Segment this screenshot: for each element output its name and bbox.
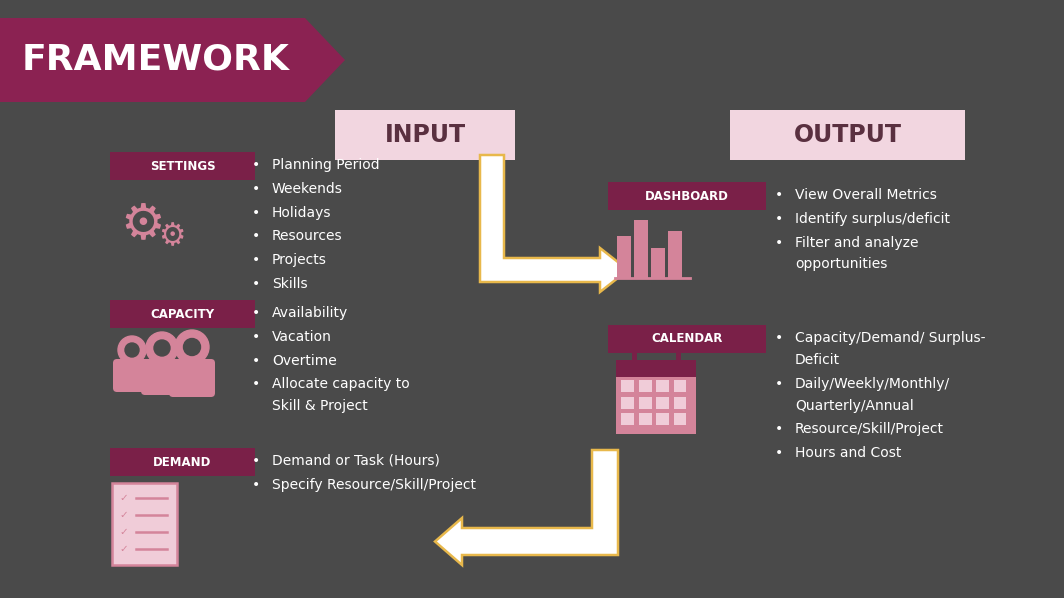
FancyBboxPatch shape xyxy=(668,231,682,278)
Text: •: • xyxy=(252,478,261,492)
Text: Resource/Skill/Project: Resource/Skill/Project xyxy=(795,422,944,437)
Text: FRAMEWORK: FRAMEWORK xyxy=(22,43,289,77)
FancyBboxPatch shape xyxy=(638,396,651,408)
Text: Skill & Project: Skill & Project xyxy=(272,399,368,413)
FancyBboxPatch shape xyxy=(656,413,669,425)
Polygon shape xyxy=(0,18,345,102)
Text: CAPACITY: CAPACITY xyxy=(150,307,215,321)
FancyBboxPatch shape xyxy=(110,300,255,328)
Text: •: • xyxy=(252,330,261,344)
Text: •: • xyxy=(775,446,783,460)
FancyBboxPatch shape xyxy=(656,380,669,392)
Circle shape xyxy=(154,340,170,356)
Text: •: • xyxy=(252,277,261,291)
Text: ✓: ✓ xyxy=(119,527,128,537)
Text: Specify Resource/Skill/Project: Specify Resource/Skill/Project xyxy=(272,478,476,492)
FancyBboxPatch shape xyxy=(110,152,255,180)
FancyBboxPatch shape xyxy=(674,380,686,392)
Text: •: • xyxy=(252,182,261,196)
Text: Resources: Resources xyxy=(272,230,343,243)
Text: Projects: Projects xyxy=(272,253,327,267)
Text: ⚙: ⚙ xyxy=(120,200,165,248)
Text: •: • xyxy=(775,236,783,249)
Text: Holidays: Holidays xyxy=(272,206,332,219)
Circle shape xyxy=(124,343,139,357)
Text: Weekends: Weekends xyxy=(272,182,343,196)
Text: •: • xyxy=(252,377,261,392)
Text: DEMAND: DEMAND xyxy=(153,456,212,468)
Text: ✓: ✓ xyxy=(119,510,128,520)
Text: INPUT: INPUT xyxy=(384,123,466,147)
FancyBboxPatch shape xyxy=(616,360,696,377)
Text: Capacity/Demand/ Surplus-: Capacity/Demand/ Surplus- xyxy=(795,331,985,345)
Text: View Overall Metrics: View Overall Metrics xyxy=(795,188,937,202)
FancyBboxPatch shape xyxy=(142,359,183,395)
Text: ✓: ✓ xyxy=(119,493,128,503)
Text: •: • xyxy=(775,377,783,390)
FancyBboxPatch shape xyxy=(621,413,634,425)
Text: Availability: Availability xyxy=(272,306,348,320)
FancyBboxPatch shape xyxy=(638,413,651,425)
Text: Demand or Task (Hours): Demand or Task (Hours) xyxy=(272,454,439,468)
Text: •: • xyxy=(252,206,261,219)
FancyBboxPatch shape xyxy=(608,182,766,210)
FancyBboxPatch shape xyxy=(651,248,665,278)
FancyBboxPatch shape xyxy=(674,413,686,425)
Text: •: • xyxy=(775,188,783,202)
Text: Vacation: Vacation xyxy=(272,330,332,344)
Text: CALENDAR: CALENDAR xyxy=(651,332,722,346)
Text: ⚙: ⚙ xyxy=(157,222,185,251)
Text: Quarterly/Annual: Quarterly/Annual xyxy=(795,399,914,413)
Circle shape xyxy=(174,330,209,364)
Circle shape xyxy=(183,338,200,355)
Text: •: • xyxy=(775,331,783,345)
FancyBboxPatch shape xyxy=(674,396,686,408)
Polygon shape xyxy=(480,155,628,292)
Text: ✓: ✓ xyxy=(119,544,128,554)
Text: •: • xyxy=(252,158,261,172)
Text: Overtime: Overtime xyxy=(272,353,336,368)
FancyBboxPatch shape xyxy=(634,220,648,278)
FancyBboxPatch shape xyxy=(621,380,634,392)
Text: •: • xyxy=(252,253,261,267)
FancyBboxPatch shape xyxy=(113,359,151,392)
Text: •: • xyxy=(775,212,783,226)
Text: Skills: Skills xyxy=(272,277,307,291)
Text: •: • xyxy=(252,306,261,320)
FancyBboxPatch shape xyxy=(621,396,634,408)
Text: Daily/Weekly/Monthly/: Daily/Weekly/Monthly/ xyxy=(795,377,950,390)
Text: •: • xyxy=(252,230,261,243)
FancyBboxPatch shape xyxy=(335,110,515,160)
Text: DASHBOARD: DASHBOARD xyxy=(645,190,729,203)
Text: Identify surplus/deficit: Identify surplus/deficit xyxy=(795,212,950,226)
Text: Deficit: Deficit xyxy=(795,353,841,367)
Text: •: • xyxy=(252,353,261,368)
FancyBboxPatch shape xyxy=(656,396,669,408)
FancyBboxPatch shape xyxy=(110,448,255,476)
FancyBboxPatch shape xyxy=(608,325,766,353)
Circle shape xyxy=(146,332,178,364)
FancyBboxPatch shape xyxy=(616,360,696,434)
FancyBboxPatch shape xyxy=(112,483,177,565)
Polygon shape xyxy=(435,450,618,565)
FancyBboxPatch shape xyxy=(638,380,651,392)
FancyBboxPatch shape xyxy=(617,236,631,278)
Text: •: • xyxy=(252,454,261,468)
Text: SETTINGS: SETTINGS xyxy=(150,160,215,172)
Circle shape xyxy=(118,336,146,364)
FancyBboxPatch shape xyxy=(730,110,965,160)
FancyBboxPatch shape xyxy=(169,359,215,397)
Text: Planning Period: Planning Period xyxy=(272,158,380,172)
Text: Filter and analyze: Filter and analyze xyxy=(795,236,918,249)
Text: Hours and Cost: Hours and Cost xyxy=(795,446,901,460)
Text: opportunities: opportunities xyxy=(795,258,887,271)
Text: •: • xyxy=(775,422,783,437)
Text: OUTPUT: OUTPUT xyxy=(794,123,901,147)
Text: Allocate capacity to: Allocate capacity to xyxy=(272,377,410,392)
